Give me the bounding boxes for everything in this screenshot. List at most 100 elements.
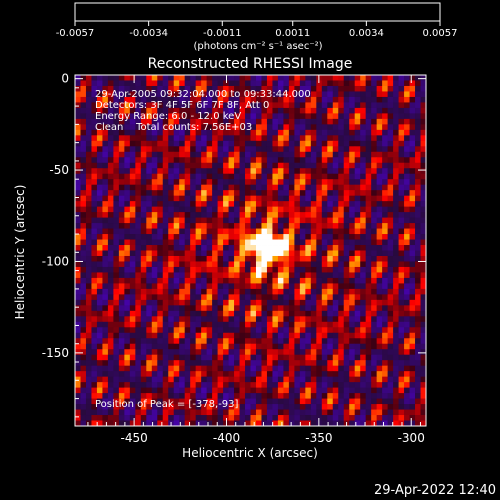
heatmap-cell bbox=[168, 266, 175, 273]
heatmap-cell bbox=[354, 261, 361, 268]
heatmap-cell bbox=[135, 239, 142, 246]
heatmap-cell bbox=[327, 420, 334, 426]
heatmap-cell bbox=[162, 140, 169, 147]
heatmap-cell bbox=[288, 327, 295, 334]
heatmap-cell bbox=[217, 343, 224, 350]
heatmap-cell bbox=[151, 124, 158, 131]
heatmap-cell bbox=[338, 310, 345, 317]
heatmap-cell bbox=[140, 96, 147, 103]
heatmap-cell bbox=[135, 190, 142, 197]
heatmap-cell bbox=[299, 157, 306, 164]
heatmap-cell bbox=[118, 310, 125, 317]
heatmap-cell bbox=[365, 332, 372, 339]
heatmap-cell bbox=[277, 184, 284, 191]
heatmap-cell bbox=[206, 343, 213, 350]
heatmap-cell bbox=[283, 349, 290, 356]
heatmap-cell bbox=[288, 107, 295, 114]
heatmap-cell bbox=[387, 212, 394, 218]
heatmap-cell bbox=[316, 371, 323, 378]
heatmap-cell bbox=[393, 349, 399, 356]
heatmap-cell bbox=[102, 118, 109, 125]
heatmap-cell bbox=[217, 272, 224, 279]
heatmap-cell bbox=[360, 305, 367, 312]
heatmap-cell bbox=[376, 146, 383, 153]
heatmap-cell bbox=[113, 201, 120, 208]
heatmap-cell bbox=[168, 294, 175, 301]
heatmap-cell bbox=[168, 201, 175, 208]
heatmap-cell bbox=[255, 212, 262, 218]
heatmap-cell bbox=[255, 310, 262, 317]
heatmap-cell bbox=[184, 316, 191, 323]
heatmap-cell bbox=[420, 239, 426, 246]
heatmap-cell bbox=[157, 283, 164, 290]
heatmap-cell bbox=[398, 239, 405, 246]
heatmap-cell bbox=[157, 201, 164, 208]
heatmap-cell bbox=[151, 343, 158, 350]
heatmap-cell bbox=[124, 398, 131, 405]
heatmap-cell bbox=[332, 201, 339, 208]
heatmap-cell bbox=[239, 173, 246, 180]
heatmap-cell bbox=[332, 404, 339, 410]
heatmap-cell bbox=[102, 96, 109, 103]
heatmap-cell bbox=[168, 349, 175, 356]
heatmap-cell bbox=[162, 393, 169, 399]
heatmap-cell bbox=[75, 255, 81, 262]
heatmap-cell bbox=[190, 266, 197, 273]
heatmap-cell bbox=[305, 393, 312, 399]
heatmap-cell bbox=[239, 283, 246, 290]
heatmap-cell bbox=[316, 404, 323, 410]
heatmap-cell bbox=[190, 354, 197, 361]
heatmap-cell bbox=[195, 332, 202, 339]
heatmap-cell bbox=[195, 157, 202, 164]
heatmap-cell bbox=[151, 327, 158, 334]
heatmap-cell bbox=[338, 206, 345, 213]
heatmap-cell bbox=[129, 190, 136, 197]
heatmap-cell bbox=[223, 415, 229, 421]
heatmap-cell bbox=[118, 151, 125, 158]
heatmap-cell bbox=[343, 239, 350, 246]
heatmap-cell bbox=[129, 162, 136, 169]
heatmap-cell bbox=[80, 387, 87, 394]
heatmap-cell bbox=[266, 404, 273, 410]
heatmap-cell bbox=[223, 288, 229, 295]
heatmap-cell bbox=[75, 129, 81, 136]
heatmap-cell bbox=[234, 420, 240, 426]
heatmap-cell bbox=[151, 179, 158, 186]
heatmap-cell bbox=[146, 255, 153, 262]
heatmap-cell bbox=[195, 184, 202, 191]
heatmap-cell bbox=[343, 343, 350, 350]
heatmap-cell bbox=[129, 409, 136, 416]
heatmap-cell bbox=[135, 146, 142, 153]
heatmap-cell bbox=[321, 360, 328, 367]
heatmap-cell bbox=[283, 272, 290, 279]
heatmap-cell bbox=[266, 239, 273, 246]
heatmap-cell bbox=[96, 173, 103, 180]
heatmap-cell bbox=[332, 354, 339, 361]
heatmap-cell bbox=[173, 409, 180, 416]
heatmap-cell bbox=[393, 206, 399, 213]
heatmap-cell bbox=[415, 327, 421, 334]
heatmap-cell bbox=[85, 420, 92, 426]
heatmap-cell bbox=[354, 102, 361, 109]
heatmap-cell bbox=[85, 124, 92, 131]
heatmap-cell bbox=[261, 321, 268, 328]
heatmap-cell bbox=[365, 365, 372, 372]
heatmap-cell bbox=[266, 321, 273, 328]
heatmap-cell bbox=[404, 387, 410, 394]
heatmap-cell bbox=[75, 146, 81, 153]
heatmap-cell bbox=[179, 190, 186, 197]
heatmap-cell bbox=[398, 404, 405, 410]
heatmap-cell bbox=[272, 409, 279, 416]
heatmap-cell bbox=[398, 124, 405, 131]
heatmap-cell bbox=[387, 387, 394, 394]
heatmap-cell bbox=[349, 201, 356, 208]
heatmap-cell bbox=[316, 201, 323, 208]
heatmap-cell bbox=[349, 113, 356, 120]
heatmap-cell bbox=[146, 85, 153, 92]
heatmap-cell bbox=[80, 173, 87, 180]
heatmap-cell bbox=[354, 113, 361, 120]
heatmap-cell bbox=[80, 277, 87, 284]
heatmap-cell bbox=[299, 316, 306, 323]
heatmap-cell bbox=[398, 179, 405, 186]
heatmap-cell bbox=[349, 310, 356, 317]
